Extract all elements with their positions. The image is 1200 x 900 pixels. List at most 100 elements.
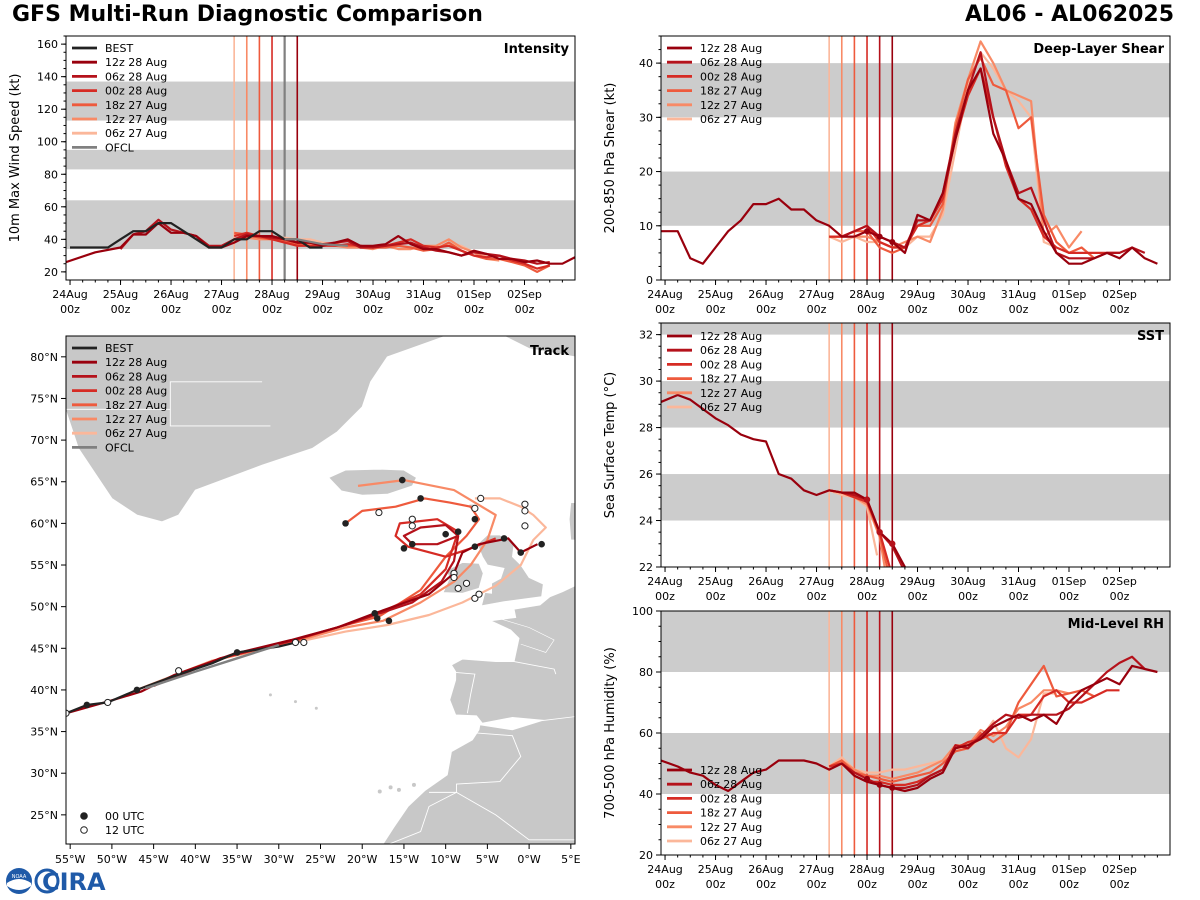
sst-x-tick-date: 28Aug — [849, 575, 884, 588]
greenland-border — [169, 381, 263, 410]
faroe-islands — [468, 503, 475, 509]
europe-land — [449, 585, 575, 724]
rh-series-line — [661, 664, 1158, 793]
track-y-tick-label: 60°N — [30, 517, 58, 530]
track-point-12utc — [521, 522, 529, 530]
track-point-00utc — [133, 686, 141, 694]
track-y-tick-label: 45°N — [30, 642, 58, 655]
rh-legend-label: 06z 27 Aug — [700, 835, 762, 848]
shear-chart: 0 10 20 30 40 24Aug 00z 25Aug 00z 26Aug 00z 27Aug 00… — [603, 35, 1171, 316]
track-x-tick-label: 30°W — [264, 853, 294, 866]
track-y-tick-label: 40°N — [30, 684, 58, 697]
sst-y-tick-label: 30 — [639, 375, 653, 388]
sst-y-tick-label: 22 — [639, 561, 653, 574]
track-x-tick-label: 20°W — [347, 853, 377, 866]
rh-x-tick-date: 26Aug — [748, 863, 783, 876]
rh-x-tick-hour: 00z — [655, 878, 675, 891]
intensity-band — [66, 200, 575, 250]
rh-y-label: 700-500 hPa Humidity (%) — [603, 647, 618, 819]
sst-marker — [876, 528, 883, 536]
rh-x-tick-hour: 00z — [1110, 878, 1130, 891]
rh-series-line — [828, 664, 1095, 783]
shear-title: Deep-Layer Shear — [1033, 42, 1164, 57]
canary-island — [388, 785, 393, 790]
intensity-band — [66, 81, 575, 121]
track-x-tick-label: 15°W — [389, 853, 419, 866]
rh-x-tick-hour: 00z — [857, 878, 877, 891]
intensity-legend-label: BEST — [105, 42, 133, 55]
sst-x-tick-hour: 00z — [1059, 590, 1079, 603]
intensity-series-line — [234, 233, 487, 257]
shear-x-tick-date: 30Aug — [950, 288, 985, 301]
track-point-12utc — [408, 515, 416, 523]
rh-series-line — [828, 689, 1070, 780]
intensity-frame — [65, 35, 576, 281]
sst-x-tick-hour: 00z — [655, 590, 675, 603]
rh-band — [661, 611, 1170, 672]
rh-series-line — [828, 692, 1057, 774]
rh-legend-label: 06z 28 Aug — [700, 778, 762, 791]
sst-x-tick-hour: 00z — [807, 590, 827, 603]
shear-series-line — [661, 67, 1158, 265]
intensity-x-tick-hour: 00z — [262, 303, 282, 316]
track-point-00utc — [400, 545, 408, 552]
track-x-tick-label: 10°W — [430, 853, 460, 866]
track-point-12utc — [454, 584, 462, 592]
rh-chart: 20 40 60 80 100 24Aug 00z 25Aug 00z 26Aug 00z 27Aug… — [603, 605, 1171, 891]
shear-x-tick-hour: 00z — [1110, 303, 1130, 316]
intensity-x-tick-date: 25Aug — [103, 288, 138, 301]
track-point-00utc — [342, 520, 349, 527]
europe-border — [487, 614, 555, 653]
rh-title: Mid-Level RH — [1068, 617, 1164, 632]
track-point-00utc — [500, 535, 508, 542]
sst-title: SST — [1137, 329, 1164, 344]
track-point-12utc — [408, 522, 416, 530]
sst-series-line — [829, 489, 889, 567]
intensity-x-tick-date: 30Aug — [355, 288, 390, 301]
track-x-tick-label: 45°W — [138, 853, 168, 866]
intensity-title: Intensity — [504, 42, 570, 57]
intensity-series-line — [119, 218, 550, 265]
intensity-x-tick-hour: 00z — [363, 303, 383, 316]
track-y-tick-label: 80°N — [30, 351, 58, 364]
track-y-tick-label: 30°N — [30, 767, 58, 780]
track-legend-label: BEST — [105, 342, 133, 355]
sst-x-tick-hour: 00z — [958, 590, 978, 603]
shear-x-tick-hour: 00z — [908, 303, 928, 316]
rh-x-tick-hour: 00z — [958, 878, 978, 891]
rh-legend-label: 18z 27 Aug — [700, 807, 762, 820]
track-point-12utc — [300, 638, 308, 647]
intensity-legend-label: 12z 28 Aug — [105, 56, 167, 69]
track-point-00utc — [471, 515, 479, 523]
track-y-tick-label: 70°N — [30, 434, 58, 447]
rh-y-tick-label: 60 — [639, 727, 653, 740]
sst-x-tick-date: 29Aug — [900, 575, 935, 588]
track-title: Track — [530, 344, 569, 359]
shear-x-tick-hour: 00z — [857, 303, 877, 316]
sst-x-tick-date: 24Aug — [647, 575, 682, 588]
shear-y-tick-label: 30 — [639, 111, 653, 124]
track-frame — [65, 335, 576, 845]
track-point-12utc — [375, 508, 383, 517]
noaa-logo: NOAA — [6, 868, 32, 894]
track-y-tick-label: 75°N — [30, 392, 58, 405]
sst-x-tick-hour: 00z — [1110, 590, 1130, 603]
track-point-00utc — [373, 615, 381, 622]
track-point-00utc — [233, 649, 241, 656]
track-legend-label: OFCL — [105, 441, 135, 454]
ireland-land — [442, 562, 484, 594]
shear-legend-label: 12z 28 Aug — [700, 42, 762, 55]
track-marker-legend-symbol — [80, 812, 88, 820]
track-point-00utc — [408, 540, 416, 548]
shear-x-tick-hour: 00z — [1059, 303, 1079, 316]
track-point-12utc — [471, 594, 479, 602]
track-point-00utc — [471, 543, 479, 550]
rh-x-tick-date: 24Aug — [647, 863, 682, 876]
track-x-tick-label: 0°W — [517, 853, 540, 866]
britain-land — [476, 534, 544, 607]
intensity-x-tick-date: 24Aug — [52, 288, 87, 301]
rh-x-tick-date: 31Aug — [1001, 863, 1036, 876]
intensity-legend-label: 12z 27 Aug — [105, 113, 167, 126]
track-point-00utc — [517, 549, 525, 556]
cira-text: CIRA — [42, 868, 106, 896]
